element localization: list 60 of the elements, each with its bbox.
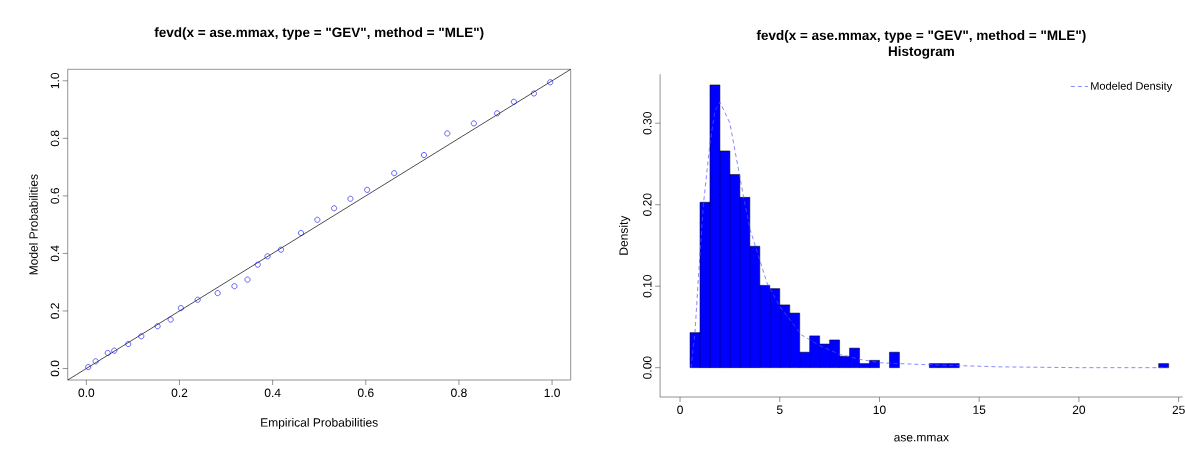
chart-subtitle: Histogram xyxy=(888,46,954,59)
point xyxy=(470,120,477,127)
point xyxy=(494,110,501,117)
point xyxy=(104,350,111,356)
point xyxy=(314,216,321,223)
x-tick-label: 5 xyxy=(776,405,783,414)
chart-title: fevd(x = ase.mmax, type = "GEV", method = "MLE") xyxy=(154,27,484,40)
point xyxy=(138,333,145,340)
y-tick-label: 1.0 xyxy=(50,72,60,89)
point xyxy=(264,253,271,260)
point xyxy=(111,347,118,354)
point xyxy=(167,316,174,323)
x-tick-label: 20 xyxy=(1072,405,1086,415)
point xyxy=(85,364,92,370)
x-tick-label: 1.0 xyxy=(544,388,560,398)
point xyxy=(510,98,517,105)
x-tick-label: 10 xyxy=(873,405,886,415)
y-tick-label: 0.0 xyxy=(50,360,60,377)
point xyxy=(444,130,451,137)
point xyxy=(244,276,251,283)
point xyxy=(92,358,99,365)
line-series xyxy=(690,101,1169,369)
x-axis-title: ase.mmax xyxy=(894,434,949,442)
y-tick-label: 0.4 xyxy=(50,245,60,262)
point xyxy=(421,152,427,158)
point xyxy=(214,290,221,297)
point xyxy=(231,283,238,290)
point xyxy=(364,186,371,193)
x-tick-label: 0.6 xyxy=(357,388,374,398)
x-tick-label: 25 xyxy=(1172,405,1185,415)
x-tick-label: 0.8 xyxy=(451,388,467,398)
point xyxy=(194,296,201,303)
x-tick-label: 15 xyxy=(973,405,986,414)
y-tick-label: 0.20 xyxy=(643,193,652,216)
chart-title: fevd(x = ase.mmax, type = "GEV", method = "MLE") xyxy=(756,30,1086,43)
x-tick-label: 0.2 xyxy=(171,388,188,398)
x-axis-title: Empirical Probabilities xyxy=(261,417,378,430)
y-tick-label: 0.2 xyxy=(50,303,60,319)
x-tick-label: 0.4 xyxy=(264,388,281,398)
point xyxy=(254,261,261,268)
point xyxy=(298,230,304,236)
point xyxy=(347,195,354,202)
y-tick-label: 0.00 xyxy=(643,356,652,379)
y-axis-title: Model Probabilities xyxy=(29,174,38,275)
y-axis-title: Density xyxy=(619,215,631,255)
point xyxy=(154,323,161,330)
point xyxy=(531,90,537,97)
y-tick-label: 0.6 xyxy=(50,188,60,204)
legend-label: Modeled Density xyxy=(1091,81,1173,92)
point xyxy=(125,341,132,347)
point xyxy=(278,246,284,253)
point xyxy=(177,305,184,311)
point xyxy=(391,170,398,177)
point xyxy=(331,205,338,212)
y-tick-label: 0.8 xyxy=(50,130,60,147)
y-tick-label: 0.30 xyxy=(643,111,652,135)
y-tick-label: 0.10 xyxy=(643,274,652,298)
point xyxy=(547,79,554,86)
x-tick-label: 0 xyxy=(677,405,683,415)
x-tick-label: 0.0 xyxy=(78,388,95,398)
